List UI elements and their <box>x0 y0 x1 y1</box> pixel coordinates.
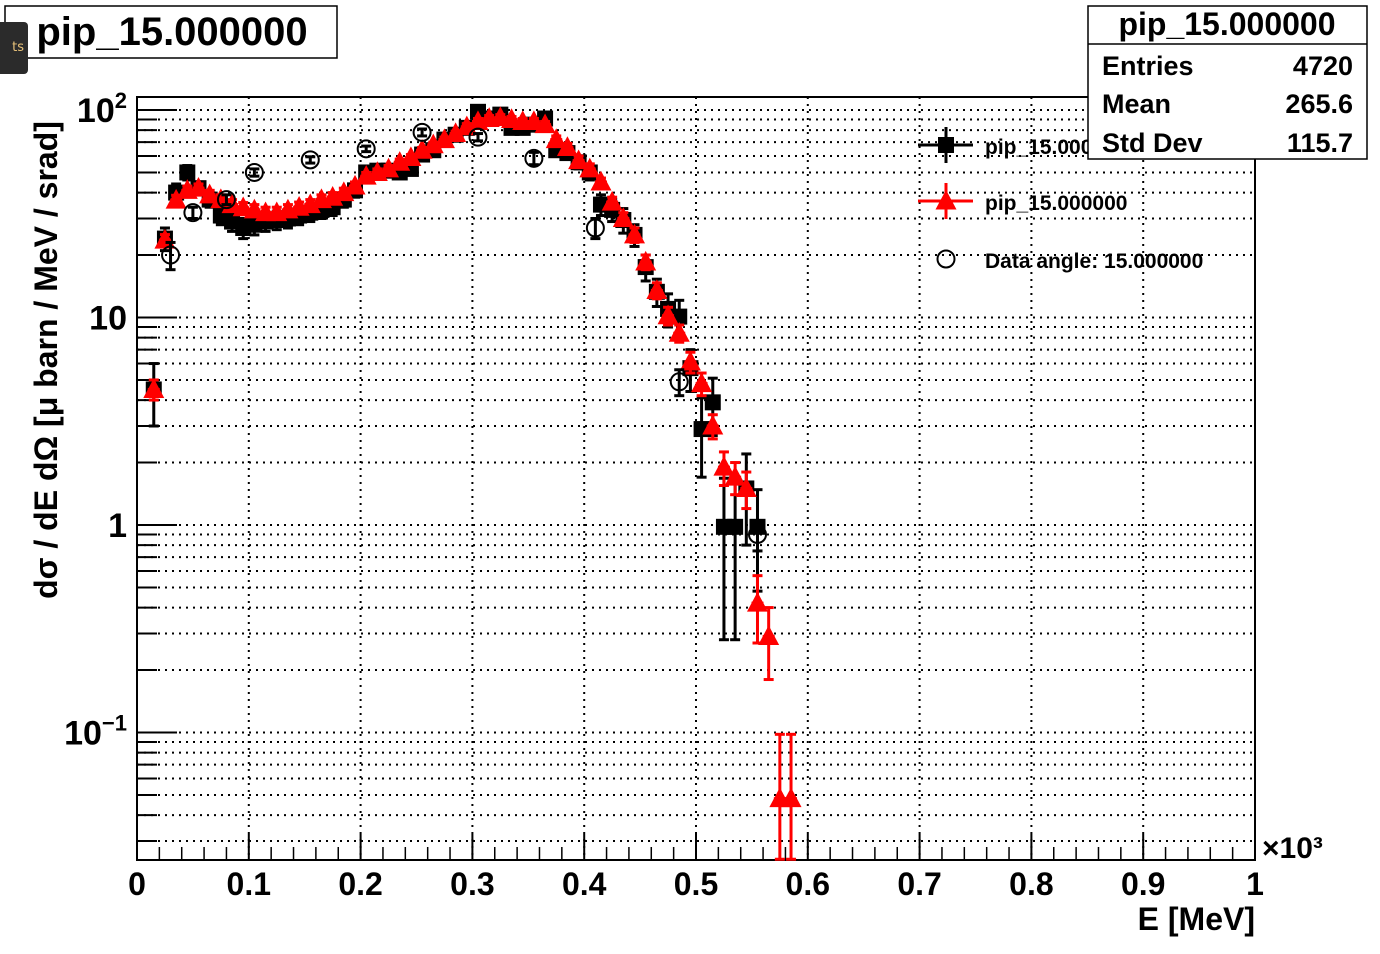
series-1 <box>143 106 802 861</box>
stats-value-entries: 4720 <box>1293 51 1353 81</box>
data-point <box>727 518 744 535</box>
data-point <box>523 110 545 131</box>
grid <box>137 97 1255 860</box>
data-point <box>702 414 724 435</box>
y-tick-label: 10 <box>89 300 127 338</box>
data-point <box>635 250 657 271</box>
data-point <box>691 372 713 393</box>
data-point <box>534 113 556 134</box>
data-point <box>624 223 646 244</box>
data-point <box>780 787 802 808</box>
data-point <box>585 218 605 238</box>
data-point <box>579 157 601 178</box>
series-2 <box>161 122 767 553</box>
data-point <box>758 625 780 646</box>
x-tick-label: 0.8 <box>1009 866 1053 902</box>
data-point <box>679 350 701 371</box>
data-point <box>468 127 488 147</box>
y-axis-title: dσ / dE dΩ [μ barn / MeV / srad] <box>28 121 64 599</box>
axis-ticks <box>136 109 1256 860</box>
data-point <box>165 188 187 209</box>
x-tick-label: 0.1 <box>227 866 271 902</box>
data-point <box>524 148 544 168</box>
data-point <box>243 198 265 219</box>
y-tick-label: 102 <box>77 88 127 130</box>
data-point <box>556 136 578 156</box>
data-point <box>489 106 511 127</box>
data-point <box>746 591 768 612</box>
data-point <box>412 122 432 142</box>
x-multiplier: ×10³ <box>1262 832 1323 865</box>
x-tick-label: 0.7 <box>897 866 941 902</box>
x-tick-labels: 0 0.1 0.2 0.3 0.4 0.5 0.6 0.7 0.8 0.9 1 <box>128 866 1264 902</box>
data-point <box>501 108 523 128</box>
y-tick-labels: 102 10 1 10−1 <box>64 88 127 753</box>
title-box <box>4 5 338 59</box>
stats-value-stddev: 115.7 <box>1287 128 1353 158</box>
data-point <box>179 164 196 181</box>
data-point <box>300 150 320 170</box>
data-point <box>590 170 612 191</box>
series-0 <box>145 103 766 642</box>
data-point <box>161 245 181 265</box>
data-point <box>199 183 221 204</box>
y-tick-label: 10−1 <box>64 711 127 753</box>
legend-marker-square <box>938 137 954 153</box>
stats-value-mean: 265.6 <box>1285 89 1353 119</box>
data-point <box>612 207 634 227</box>
stats-label-mean: Mean <box>1102 89 1171 119</box>
data-point <box>657 304 679 325</box>
data-point <box>232 196 254 217</box>
stats-box: pip_15.000000 Entries 4720 Mean 265.6 St… <box>1087 5 1368 160</box>
stats-label-entries: Entries <box>1102 51 1194 81</box>
data-point <box>344 174 366 195</box>
stats-label-stddev: Std Dev <box>1102 128 1203 158</box>
x-axis-title: E [MeV] <box>1138 901 1255 937</box>
data-point <box>735 477 757 497</box>
legend-label: Data angle: 15.000000 <box>985 250 1203 273</box>
legend-label: pip_15.000000 <box>985 192 1127 215</box>
data-point <box>183 203 203 223</box>
x-tick-label: 0 <box>128 866 146 902</box>
data-point <box>669 372 689 392</box>
side-tab[interactable]: ts <box>0 22 28 74</box>
x-tick-label: 0.9 <box>1121 866 1165 902</box>
stats-title: pip_15.000000 <box>1118 6 1335 42</box>
data-point <box>704 394 721 411</box>
data-point <box>143 378 165 398</box>
data-point <box>601 190 623 211</box>
data-point <box>747 524 767 544</box>
x-tick-label: 0.3 <box>450 866 494 902</box>
data-point <box>545 128 567 149</box>
legend-marker-triangle <box>935 189 957 210</box>
data-point <box>713 455 735 476</box>
data-point <box>187 176 209 197</box>
data-point <box>724 465 746 486</box>
chart-title: pip_15.000000 <box>36 10 307 54</box>
x-tick-label: 0.6 <box>786 866 830 902</box>
data-point <box>568 149 590 170</box>
data-point <box>244 162 264 182</box>
legend-marker-open-circle <box>936 249 956 269</box>
x-tick-label: 0.5 <box>674 866 718 902</box>
y-tick-label: 1 <box>108 507 127 545</box>
data-point <box>646 279 668 299</box>
data-point <box>668 322 690 342</box>
data-point <box>216 190 236 210</box>
data-marks <box>143 103 802 861</box>
x-tick-label: 0.4 <box>562 866 607 902</box>
x-tick-label: 1 <box>1246 866 1264 902</box>
x-tick-label: 0.2 <box>338 866 382 902</box>
data-point <box>356 139 376 159</box>
